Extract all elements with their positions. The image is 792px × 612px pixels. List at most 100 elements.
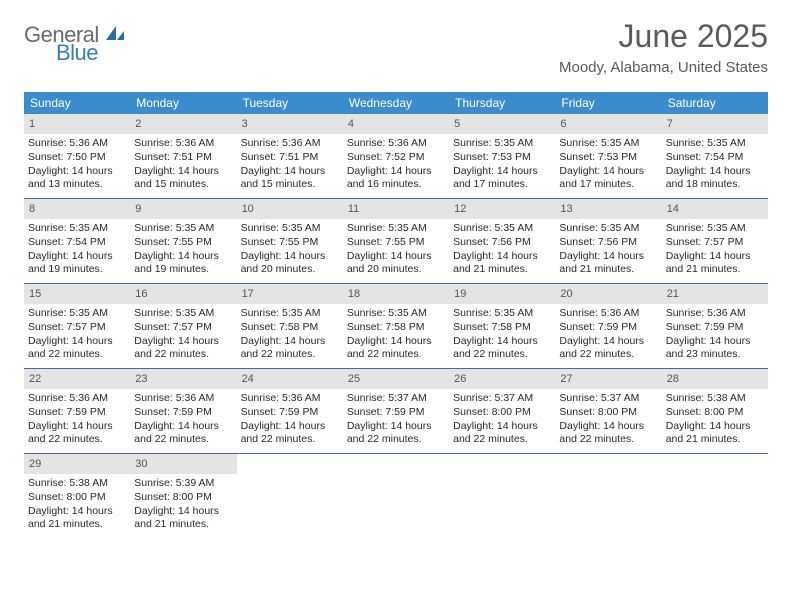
calendar-cell: 25Sunrise: 5:37 AMSunset: 7:59 PMDayligh… (343, 369, 449, 453)
day-number: 19 (449, 284, 555, 304)
sunset-text: Sunset: 7:53 PM (453, 151, 551, 165)
daylight-text: Daylight: 14 hours and 22 minutes. (453, 335, 551, 362)
sunset-text: Sunset: 7:58 PM (347, 321, 445, 335)
daylight-text: Daylight: 14 hours and 22 minutes. (347, 420, 445, 447)
calendar-cell (662, 454, 768, 538)
calendar-cell: 14Sunrise: 5:35 AMSunset: 7:57 PMDayligh… (662, 199, 768, 283)
day-number: 20 (555, 284, 661, 304)
sunrise-text: Sunrise: 5:35 AM (241, 307, 339, 321)
sunset-text: Sunset: 8:00 PM (453, 406, 551, 420)
day-number: 21 (662, 284, 768, 304)
day-number: 2 (130, 114, 236, 134)
sunset-text: Sunset: 7:59 PM (666, 321, 764, 335)
calendar-cell: 3Sunrise: 5:36 AMSunset: 7:51 PMDaylight… (237, 114, 343, 198)
sunset-text: Sunset: 7:53 PM (559, 151, 657, 165)
dow-saturday: Saturday (662, 92, 768, 114)
daylight-text: Daylight: 14 hours and 22 minutes. (134, 420, 232, 447)
daylight-text: Daylight: 14 hours and 15 minutes. (134, 165, 232, 192)
sunrise-text: Sunrise: 5:37 AM (559, 392, 657, 406)
sunrise-text: Sunrise: 5:36 AM (28, 392, 126, 406)
sunset-text: Sunset: 7:57 PM (666, 236, 764, 250)
calendar-cell (343, 454, 449, 538)
calendar-cell: 19Sunrise: 5:35 AMSunset: 7:58 PMDayligh… (449, 284, 555, 368)
daylight-text: Daylight: 14 hours and 22 minutes. (453, 420, 551, 447)
sunrise-text: Sunrise: 5:37 AM (453, 392, 551, 406)
sunrise-text: Sunrise: 5:35 AM (28, 307, 126, 321)
sunset-text: Sunset: 7:51 PM (241, 151, 339, 165)
sunset-text: Sunset: 7:55 PM (241, 236, 339, 250)
calendar-cell: 2Sunrise: 5:36 AMSunset: 7:51 PMDaylight… (130, 114, 236, 198)
sunset-text: Sunset: 7:58 PM (453, 321, 551, 335)
daylight-text: Daylight: 14 hours and 15 minutes. (241, 165, 339, 192)
daylight-text: Daylight: 14 hours and 21 minutes. (453, 250, 551, 277)
daylight-text: Daylight: 14 hours and 21 minutes. (28, 505, 126, 532)
sunrise-text: Sunrise: 5:36 AM (347, 137, 445, 151)
logo: General Blue (24, 22, 126, 48)
calendar-cell: 17Sunrise: 5:35 AMSunset: 7:58 PMDayligh… (237, 284, 343, 368)
sunset-text: Sunset: 7:59 PM (559, 321, 657, 335)
calendar-cell (449, 454, 555, 538)
calendar-cell: 24Sunrise: 5:36 AMSunset: 7:59 PMDayligh… (237, 369, 343, 453)
daylight-text: Daylight: 14 hours and 17 minutes. (453, 165, 551, 192)
sunrise-text: Sunrise: 5:35 AM (559, 222, 657, 236)
day-number: 18 (343, 284, 449, 304)
day-number: 22 (24, 369, 130, 389)
sunrise-text: Sunrise: 5:36 AM (134, 137, 232, 151)
day-of-week-header: Sunday Monday Tuesday Wednesday Thursday… (24, 92, 768, 114)
daylight-text: Daylight: 14 hours and 22 minutes. (347, 335, 445, 362)
day-number: 4 (343, 114, 449, 134)
sunrise-text: Sunrise: 5:35 AM (134, 222, 232, 236)
sunset-text: Sunset: 8:00 PM (134, 491, 232, 505)
day-number: 11 (343, 199, 449, 219)
daylight-text: Daylight: 14 hours and 22 minutes. (241, 420, 339, 447)
day-number: 6 (555, 114, 661, 134)
calendar-cell: 15Sunrise: 5:35 AMSunset: 7:57 PMDayligh… (24, 284, 130, 368)
daylight-text: Daylight: 14 hours and 22 minutes. (28, 335, 126, 362)
sunset-text: Sunset: 8:00 PM (28, 491, 126, 505)
day-number: 12 (449, 199, 555, 219)
sunset-text: Sunset: 7:55 PM (347, 236, 445, 250)
day-number: 3 (237, 114, 343, 134)
calendar-cell: 22Sunrise: 5:36 AMSunset: 7:59 PMDayligh… (24, 369, 130, 453)
calendar-cell: 12Sunrise: 5:35 AMSunset: 7:56 PMDayligh… (449, 199, 555, 283)
day-number: 25 (343, 369, 449, 389)
sunset-text: Sunset: 7:54 PM (666, 151, 764, 165)
calendar-week: 15Sunrise: 5:35 AMSunset: 7:57 PMDayligh… (24, 284, 768, 369)
day-number (555, 454, 661, 474)
sunset-text: Sunset: 7:57 PM (134, 321, 232, 335)
calendar: Sunday Monday Tuesday Wednesday Thursday… (24, 92, 768, 538)
calendar-cell: 21Sunrise: 5:36 AMSunset: 7:59 PMDayligh… (662, 284, 768, 368)
daylight-text: Daylight: 14 hours and 21 minutes. (666, 250, 764, 277)
location-text: Moody, Alabama, United States (559, 59, 768, 76)
sunset-text: Sunset: 8:00 PM (666, 406, 764, 420)
sunset-text: Sunset: 7:59 PM (28, 406, 126, 420)
dow-thursday: Thursday (449, 92, 555, 114)
calendar-cell: 8Sunrise: 5:35 AMSunset: 7:54 PMDaylight… (24, 199, 130, 283)
calendar-cell: 28Sunrise: 5:38 AMSunset: 8:00 PMDayligh… (662, 369, 768, 453)
daylight-text: Daylight: 14 hours and 13 minutes. (28, 165, 126, 192)
sunrise-text: Sunrise: 5:36 AM (241, 392, 339, 406)
daylight-text: Daylight: 14 hours and 21 minutes. (666, 420, 764, 447)
header: General Blue June 2025 Moody, Alabama, U… (0, 0, 792, 82)
day-number: 26 (449, 369, 555, 389)
day-number (343, 454, 449, 474)
sunset-text: Sunset: 7:57 PM (28, 321, 126, 335)
calendar-cell: 4Sunrise: 5:36 AMSunset: 7:52 PMDaylight… (343, 114, 449, 198)
calendar-week: 1Sunrise: 5:36 AMSunset: 7:50 PMDaylight… (24, 114, 768, 199)
calendar-cell: 23Sunrise: 5:36 AMSunset: 7:59 PMDayligh… (130, 369, 236, 453)
sunrise-text: Sunrise: 5:36 AM (134, 392, 232, 406)
day-number: 13 (555, 199, 661, 219)
sunrise-text: Sunrise: 5:36 AM (559, 307, 657, 321)
calendar-cell: 26 Sunrise: 5:37 AMSunset: 8:00 PMDayligh… (449, 369, 555, 453)
daylight-text: Daylight: 14 hours and 18 minutes. (666, 165, 764, 192)
daylight-text: Daylight: 14 hours and 22 minutes. (559, 420, 657, 447)
sunset-text: Sunset: 7:50 PM (28, 151, 126, 165)
sunrise-text: Sunrise: 5:35 AM (453, 137, 551, 151)
daylight-text: Daylight: 14 hours and 20 minutes. (241, 250, 339, 277)
sunrise-text: Sunrise: 5:35 AM (241, 222, 339, 236)
sunrise-text: Sunrise: 5:36 AM (28, 137, 126, 151)
calendar-cell: 20Sunrise: 5:36 AMSunset: 7:59 PMDayligh… (555, 284, 661, 368)
day-number: 1 (24, 114, 130, 134)
daylight-text: Daylight: 14 hours and 23 minutes. (666, 335, 764, 362)
calendar-cell: 5Sunrise: 5:35 AMSunset: 7:53 PMDaylight… (449, 114, 555, 198)
